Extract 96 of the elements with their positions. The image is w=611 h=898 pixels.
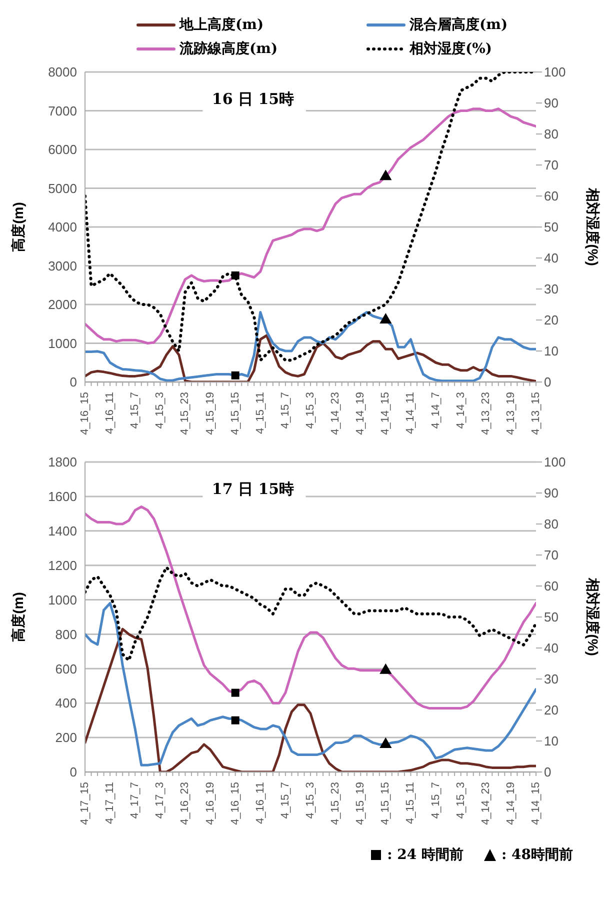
y2-tick-label: 30 xyxy=(544,672,558,687)
x-tick-label: 4_14_19 xyxy=(504,782,517,825)
y2-tick-label: 0 xyxy=(544,374,552,390)
legend-label: : 48時間前 xyxy=(501,846,573,864)
y-tick-label: 400 xyxy=(55,696,77,711)
y2-tick-label: 30 xyxy=(544,282,558,297)
legend-label: 混合層高度(m) xyxy=(410,16,508,34)
y2-tick-label: 80 xyxy=(544,126,558,142)
x-tick-label: 4_13_15 xyxy=(530,392,542,435)
x-tick-label: 4_15_11 xyxy=(404,782,417,824)
x-tick-label: 4_15_15 xyxy=(380,782,392,825)
y-axis-title: 高度(m) xyxy=(10,592,26,642)
x-tick-label: 4_15_3 xyxy=(304,782,316,819)
x-tick-label: 4_15_3 xyxy=(454,782,467,819)
y2-tick-label: 60 xyxy=(544,578,558,594)
x-tick-label: 4_15_7 xyxy=(279,392,292,429)
y2-tick-label: 40 xyxy=(544,640,558,656)
line-series xyxy=(85,108,536,344)
y-tick-label: 7000 xyxy=(48,103,77,118)
x-tick-label: 4_16_15 xyxy=(229,782,242,825)
y2-tick-label: 0 xyxy=(544,764,552,780)
x-tick-label: 4_15_19 xyxy=(204,392,216,435)
y-tick-label: 1800 xyxy=(48,454,77,470)
text: 16 日 15時 xyxy=(212,90,294,108)
y2-tick-label: 20 xyxy=(544,312,558,328)
text: 17 日 15時 xyxy=(212,480,294,498)
y2-tick-label: 50 xyxy=(544,610,558,625)
y-tick-label: 1600 xyxy=(48,489,77,504)
y2-tick-label: 90 xyxy=(544,96,558,111)
y2-tick-label: 50 xyxy=(544,220,558,235)
x-tick-label: 4_16_23 xyxy=(179,782,192,825)
y-tick-label: 5000 xyxy=(48,180,77,196)
y-tick-label: 1000 xyxy=(48,592,77,608)
x-tick-label: 4_15_19 xyxy=(354,782,367,825)
x-tick-label: 4_16_11 xyxy=(254,782,266,824)
line-series xyxy=(85,602,536,766)
y-tick-label: 6000 xyxy=(48,142,77,158)
line-series xyxy=(85,566,536,662)
x-tick-label: 4_17_7 xyxy=(129,782,142,819)
x-tick-label: 4_15_7 xyxy=(279,782,292,819)
x-tick-label: 4_14_11 xyxy=(404,392,417,434)
x-tick-label: 4_14_15 xyxy=(530,782,542,825)
x-tick-label: 4_13_23 xyxy=(480,392,492,435)
y2-axis-title: 相対湿度(%) xyxy=(585,187,602,266)
x-tick-label: 4_14_15 xyxy=(380,392,392,435)
x-tick-label: 4_15_3 xyxy=(304,392,316,429)
y2-tick-label: 100 xyxy=(544,454,566,470)
x-tick-label: 4_16_19 xyxy=(204,782,216,825)
y2-tick-label: 70 xyxy=(544,548,558,563)
x-tick-label: 4_14_19 xyxy=(354,392,367,435)
y2-tick-label: 40 xyxy=(544,250,558,266)
x-tick-label: 4_13_19 xyxy=(504,392,517,435)
x-tick-label: 4_15_23 xyxy=(179,392,192,435)
y2-tick-label: 10 xyxy=(544,734,558,749)
x-tick-label: 4_17_3 xyxy=(154,782,166,819)
y-tick-label: 0 xyxy=(70,764,77,780)
x-tick-label: 4_15_11 xyxy=(254,392,266,434)
y2-tick-label: 60 xyxy=(544,188,558,204)
line-series xyxy=(85,506,536,710)
legend-label: 流跡線高度(m) xyxy=(180,40,278,58)
y2-tick-label: 100 xyxy=(544,64,566,80)
y2-tick-label: 70 xyxy=(544,158,558,173)
legend-label: : 24 時間前 xyxy=(387,846,464,864)
y-tick-label: 1400 xyxy=(48,524,77,539)
line-series xyxy=(85,72,536,362)
y-tick-label: 4000 xyxy=(48,220,77,235)
y-tick-label: 1200 xyxy=(48,558,77,573)
y-tick-label: 200 xyxy=(55,730,77,746)
y2-tick-label: 80 xyxy=(544,516,558,532)
legend-label: 地上高度(m) xyxy=(180,16,264,34)
y2-axis-title: 相対湿度(%) xyxy=(585,577,602,656)
y-tick-label: 2000 xyxy=(48,297,77,312)
y-tick-label: 800 xyxy=(55,626,77,642)
x-tick-label: 4_15_3 xyxy=(154,392,166,429)
y-axis-title: 高度(m) xyxy=(10,202,26,252)
x-tick-label: 4_15_7 xyxy=(129,392,142,429)
x-tick-label: 4_17_15 xyxy=(79,782,91,825)
x-tick-label: 4_16_11 xyxy=(104,392,116,434)
x-tick-label: 4_17_11 xyxy=(104,782,116,824)
y-tick-label: 3000 xyxy=(48,258,77,274)
x-tick-label: 4_15_7 xyxy=(430,782,442,819)
y-tick-label: 8000 xyxy=(48,64,77,80)
x-tick-label: 4_14_3 xyxy=(454,392,467,429)
x-tick-label: 4_15_15 xyxy=(229,392,242,435)
x-tick-label: 4_16_15 xyxy=(79,392,91,435)
y-tick-label: 0 xyxy=(70,374,77,390)
y2-tick-label: 10 xyxy=(544,344,558,359)
x-tick-label: 4_15_23 xyxy=(330,782,342,825)
y2-tick-label: 20 xyxy=(544,702,558,718)
y-tick-label: 1000 xyxy=(48,336,77,351)
x-tick-label: 4_14_23 xyxy=(480,782,492,825)
x-tick-label: 4_14_23 xyxy=(330,392,342,435)
legend-label: 相対湿度(%) xyxy=(410,40,492,58)
y2-tick-label: 90 xyxy=(544,486,558,501)
x-tick-label: 4_14_7 xyxy=(430,392,442,429)
y-tick-label: 600 xyxy=(55,661,77,676)
